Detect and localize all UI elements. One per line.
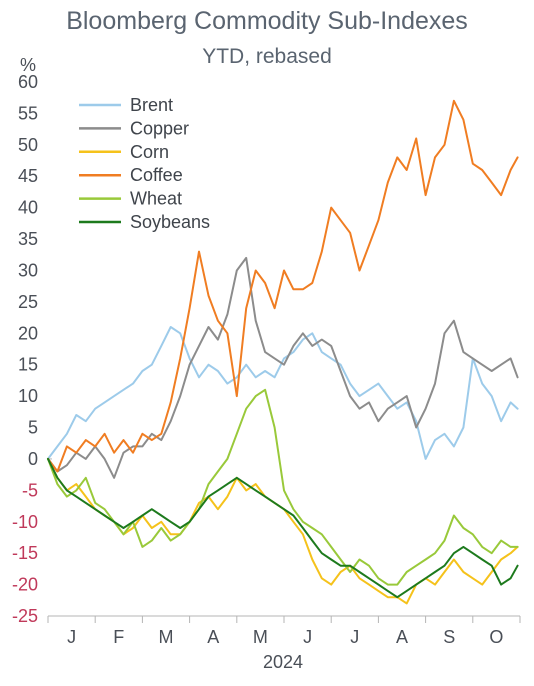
y-tick-label: 25 <box>18 292 38 312</box>
x-tick-label: M <box>253 627 268 647</box>
y-tick-label: 35 <box>18 229 38 249</box>
y-tick-label: 20 <box>18 323 38 343</box>
x-tick-label: O <box>489 627 503 647</box>
y-tick-label: -25 <box>12 606 38 626</box>
x-tick-label: J <box>350 627 359 647</box>
series-line-brent <box>47 326 519 460</box>
y-tick-label: -5 <box>22 480 38 500</box>
x-tick-label: S <box>443 627 455 647</box>
chart-subtitle: YTD, rebased <box>202 45 332 68</box>
y-tick-label: -10 <box>12 512 38 532</box>
series-lines <box>47 99 519 605</box>
legend-label: Corn <box>130 142 169 162</box>
legend-label: Copper <box>130 118 189 138</box>
x-tick-label: F <box>113 627 124 647</box>
y-tick-label: 60 <box>18 72 38 92</box>
y-tick-label: 30 <box>18 260 38 280</box>
chart-title: Bloomberg Commodity Sub-Indexes <box>66 7 468 35</box>
x-tick-label: J <box>67 627 76 647</box>
y-tick-label: -15 <box>12 543 38 563</box>
legend: Brent Copper Corn Coffee Wheat Soybeans <box>79 95 210 232</box>
y-tick-label: 45 <box>18 166 38 186</box>
series-line-copper <box>47 256 519 479</box>
x-tick-label: M <box>159 627 174 647</box>
x-tick-label: A <box>396 627 408 647</box>
series-line-soybeans <box>47 457 519 599</box>
x-tick-label: A <box>207 627 219 647</box>
y-tick-label: 0 <box>28 449 38 469</box>
y-tick-label: -20 <box>12 575 38 595</box>
legend-label: Wheat <box>130 189 182 209</box>
legend-label: Brent <box>130 95 173 115</box>
y-tick-label: 10 <box>18 386 38 406</box>
y-tick-label: 15 <box>18 355 38 375</box>
y-tick-label: 5 <box>28 418 38 438</box>
y-tick-label: 55 <box>18 103 38 123</box>
legend-label: Soybeans <box>130 212 210 232</box>
x-axis-label: 2024 <box>263 652 303 672</box>
x-tick-label: J <box>303 627 312 647</box>
series-line-wheat <box>47 388 519 586</box>
y-axis-label: % <box>20 55 36 75</box>
legend-label: Coffee <box>130 165 183 185</box>
y-tick-label: 50 <box>18 135 38 155</box>
y-tick-label: 40 <box>18 198 38 218</box>
series-line-coffee <box>47 99 519 473</box>
